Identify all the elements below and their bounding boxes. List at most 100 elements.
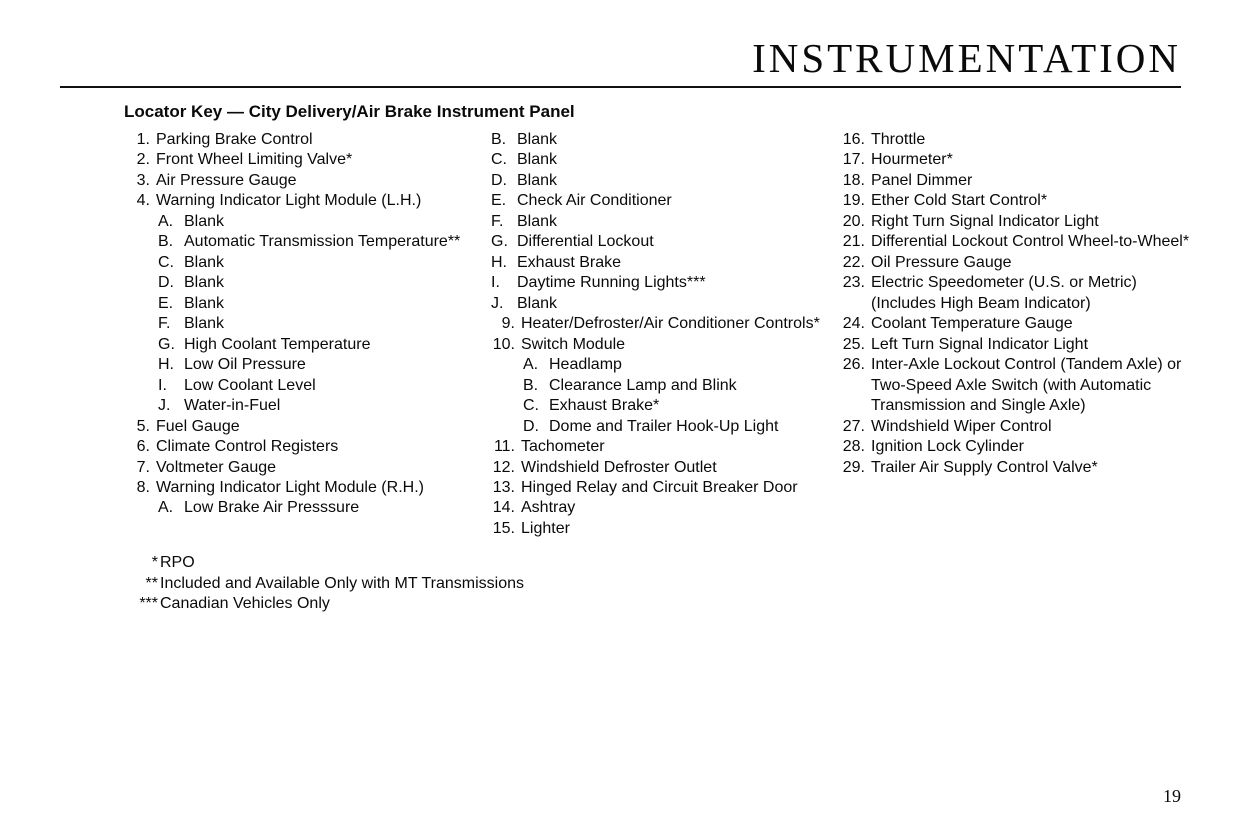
- list-item-body: Throttle: [871, 130, 1199, 150]
- list-item-text: Inter-Axle Lockout Control (Tandem Axle)…: [871, 355, 1199, 416]
- list-item: 20.Right Turn Signal Indicator Light: [839, 212, 1199, 232]
- sub-item-letter: I.: [156, 376, 184, 396]
- list-item-text: Heater/Defroster/Air Conditioner Control…: [521, 314, 839, 334]
- list-item: 27.Windshield Wiper Control: [839, 417, 1199, 437]
- list-item-text: Panel Dimmer: [871, 171, 1199, 191]
- list-item-text: Warning Indicator Light Module (L.H.): [156, 191, 489, 211]
- list-item-body: Ignition Lock Cylinder: [871, 437, 1199, 457]
- sub-item-letter: D.: [521, 417, 549, 437]
- list-item-body: Ashtray: [521, 498, 839, 518]
- list-item-number: 7.: [124, 458, 156, 478]
- sub-item-text: Exhaust Brake*: [549, 396, 839, 416]
- list-item: 14.Ashtray: [489, 498, 839, 518]
- sub-item: G.High Coolant Temperature: [156, 335, 489, 355]
- list-item-body: Tachometer: [521, 437, 839, 457]
- sub-item-text: Check Air Conditioner: [517, 191, 839, 211]
- list-item: 26.Inter-Axle Lockout Control (Tandem Ax…: [839, 355, 1199, 416]
- sub-item: D.Blank: [156, 273, 489, 293]
- list-item-body: Right Turn Signal Indicator Light: [871, 212, 1199, 232]
- list-item-number: 25.: [839, 335, 871, 355]
- sub-item-text: Headlamp: [549, 355, 839, 375]
- list-item-text: Electric Speedometer (U.S. or Metric) (I…: [871, 273, 1199, 314]
- footnotes: *RPO**Included and Available Only with M…: [124, 553, 1181, 614]
- list-item-number: 24.: [839, 314, 871, 334]
- list-item-number: 2.: [124, 150, 156, 170]
- list-item-text: Switch Module: [521, 335, 839, 355]
- sub-item-letter: C.: [521, 396, 549, 416]
- list-item-text: Windshield Wiper Control: [871, 417, 1199, 437]
- list-item-body: Oil Pressure Gauge: [871, 253, 1199, 273]
- list-item-body: Warning Indicator Light Module (L.H.)A.B…: [156, 191, 489, 416]
- list-item-text: Air Pressure Gauge: [156, 171, 489, 191]
- sub-item-letter: H.: [156, 355, 184, 375]
- list-item-number: 12.: [489, 458, 521, 478]
- list-item-text: Parking Brake Control: [156, 130, 489, 150]
- list-item-body: Parking Brake Control: [156, 130, 489, 150]
- footnote: **Included and Available Only with MT Tr…: [124, 574, 1181, 594]
- list-item-body: Warning Indicator Light Module (R.H.)A.L…: [156, 478, 489, 519]
- sub-item: I.Low Coolant Level: [156, 376, 489, 396]
- column-1: 1.Parking Brake Control2.Front Wheel Lim…: [124, 130, 489, 539]
- list-item-body: Air Pressure Gauge: [156, 171, 489, 191]
- list-item: 8.Warning Indicator Light Module (R.H.)A…: [124, 478, 489, 519]
- list-item-number: 15.: [489, 519, 521, 539]
- sub-item-text: Low Oil Pressure: [184, 355, 489, 375]
- list-item: 29.Trailer Air Supply Control Valve*: [839, 458, 1199, 478]
- sub-item-letter: C.: [156, 253, 184, 273]
- list-item-body: Panel Dimmer: [871, 171, 1199, 191]
- footnote-text: Canadian Vehicles Only: [160, 594, 330, 614]
- list-item-text: Windshield Defroster Outlet: [521, 458, 839, 478]
- list-item: 11.Tachometer: [489, 437, 839, 457]
- list-item-text: Throttle: [871, 130, 1199, 150]
- list-item-text: Voltmeter Gauge: [156, 458, 489, 478]
- list-item-text: Differential Lockout Control Wheel-to-Wh…: [871, 232, 1199, 252]
- list-item: 23.Electric Speedometer (U.S. or Metric)…: [839, 273, 1199, 314]
- list-item-text: Lighter: [521, 519, 839, 539]
- list-item-text: Left Turn Signal Indicator Light: [871, 335, 1199, 355]
- sub-item: J.Blank: [489, 294, 839, 314]
- list-item-text: Ashtray: [521, 498, 839, 518]
- list-item: 12.Windshield Defroster Outlet: [489, 458, 839, 478]
- sub-item: B.Clearance Lamp and Blink: [521, 376, 839, 396]
- list-item-body: Electric Speedometer (U.S. or Metric) (I…: [871, 273, 1199, 314]
- footnote-text: Included and Available Only with MT Tran…: [160, 574, 524, 594]
- list-item-number: 27.: [839, 417, 871, 437]
- footnote: *RPO: [124, 553, 1181, 573]
- list-item-body: Hourmeter*: [871, 150, 1199, 170]
- sub-item-letter: H.: [489, 253, 517, 273]
- list-item: 28.Ignition Lock Cylinder: [839, 437, 1199, 457]
- sub-item-letter: C.: [489, 150, 517, 170]
- sub-item-text: Low Coolant Level: [184, 376, 489, 396]
- sub-item-text: Blank: [184, 253, 489, 273]
- list-item-text: Coolant Temperature Gauge: [871, 314, 1199, 334]
- sub-item: G.Differential Lockout: [489, 232, 839, 252]
- sub-item-letter: D.: [489, 171, 517, 191]
- list-item-number: 26.: [839, 355, 871, 375]
- columns: 1.Parking Brake Control2.Front Wheel Lim…: [124, 130, 1181, 539]
- sub-list: A.BlankB.Automatic Transmission Temperat…: [156, 212, 489, 417]
- sub-item-letter: B.: [521, 376, 549, 396]
- sub-item-text: Blank: [184, 273, 489, 293]
- sub-item-letter: J.: [156, 396, 184, 416]
- list-item-number: 20.: [839, 212, 871, 232]
- sub-item: D.Dome and Trailer Hook-Up Light: [521, 417, 839, 437]
- list-col1: 1.Parking Brake Control2.Front Wheel Lim…: [124, 130, 489, 519]
- sub-item-text: Blank: [517, 130, 839, 150]
- list-item-number: 6.: [124, 437, 156, 457]
- list-item-number: 23.: [839, 273, 871, 293]
- list-item-body: Differential Lockout Control Wheel-to-Wh…: [871, 232, 1199, 252]
- list-item-number: 5.: [124, 417, 156, 437]
- list-item-text: Ether Cold Start Control*: [871, 191, 1199, 211]
- list-item: 2.Front Wheel Limiting Valve*: [124, 150, 489, 170]
- list-item-body: Hinged Relay and Circuit Breaker Door: [521, 478, 839, 498]
- list-item-number: 10.: [489, 335, 521, 355]
- sub-item: H.Exhaust Brake: [489, 253, 839, 273]
- list-item-number: 13.: [489, 478, 521, 498]
- list-item-number: 14.: [489, 498, 521, 518]
- sub-item-letter: B.: [156, 232, 184, 252]
- sub-item-letter: A.: [521, 355, 549, 375]
- sub-item-letter: I.: [489, 273, 517, 293]
- list-item: 22.Oil Pressure Gauge: [839, 253, 1199, 273]
- sub-item-text: Daytime Running Lights***: [517, 273, 839, 293]
- sub-item-text: Automatic Transmission Temperature**: [184, 232, 489, 252]
